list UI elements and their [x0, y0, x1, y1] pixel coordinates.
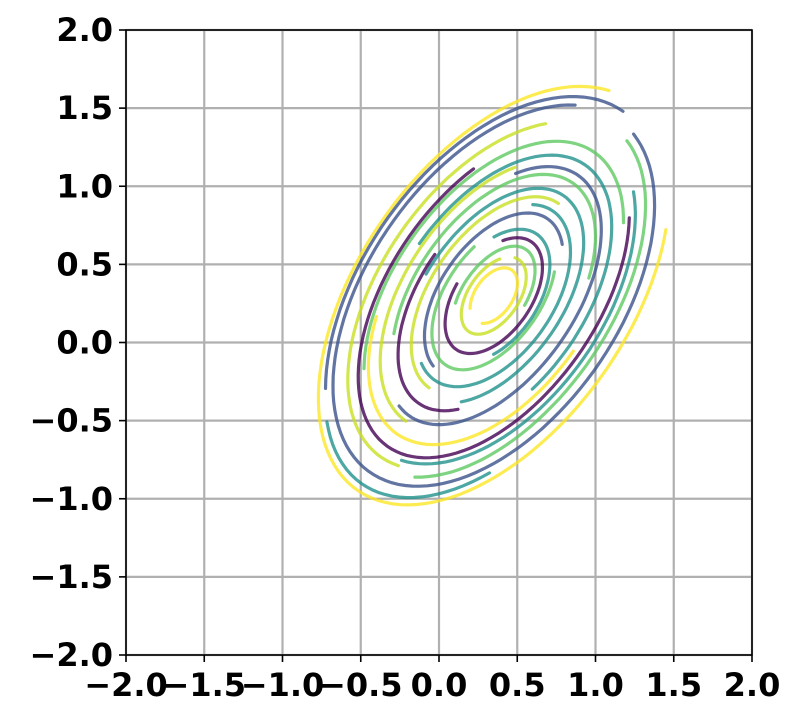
trajectory-line	[492, 227, 552, 356]
trajectory-line	[397, 164, 603, 427]
trajectory-line	[356, 167, 631, 460]
x-tick-label: 2.0	[724, 666, 781, 704]
trajectory-line	[424, 186, 586, 404]
trajectory-line	[323, 94, 625, 390]
trajectory-line	[399, 190, 638, 466]
x-tick-label: 0.5	[489, 666, 546, 704]
y-tick-label: 1.0	[56, 167, 113, 205]
trajectory-line	[413, 139, 648, 479]
grid	[124, 28, 754, 657]
trajectory-line	[468, 266, 520, 325]
y-tick-label: 1.5	[56, 89, 113, 127]
y-tick-label: 0.0	[56, 324, 113, 362]
trajectory-line	[316, 84, 668, 507]
trajectory-line	[331, 103, 657, 488]
x-tick-label: −2.0	[84, 666, 168, 704]
trajectory-series	[316, 84, 668, 507]
trajectory-line	[409, 195, 561, 390]
trajectory-line	[430, 245, 557, 372]
trajectory-line	[459, 256, 528, 336]
trajectory-line	[396, 252, 460, 413]
x-tick-label: −1.5	[163, 666, 247, 704]
trajectory-line	[346, 122, 548, 468]
trajectory-line	[325, 420, 492, 500]
x-tick-label: −0.5	[319, 666, 403, 704]
trajectory-line	[419, 203, 573, 389]
y-tick-label: −1.0	[30, 480, 114, 518]
y-tick-label: −0.5	[30, 402, 114, 440]
x-tick-label: 0.0	[411, 666, 468, 704]
y-tick-label: −1.5	[30, 558, 114, 596]
trajectory-line	[443, 236, 545, 356]
trajectory-line	[366, 315, 575, 447]
y-tick-label: 2.0	[56, 11, 113, 49]
trajectory-line	[422, 211, 564, 368]
x-tick-label: 1.5	[645, 666, 702, 704]
x-tick-label: 1.0	[567, 666, 624, 704]
x-tick-label: −1.0	[241, 666, 325, 704]
trajectory-line	[362, 139, 626, 371]
axis-ticks: −2.0−1.5−1.0−0.5 0.0 0.5 1.0 1.5 2.02.01.51.0…	[30, 11, 781, 704]
trajectory-line	[392, 172, 598, 336]
trajectory-line	[417, 153, 614, 391]
trajectory-line	[453, 244, 537, 307]
y-tick-label: −2.0	[30, 636, 114, 674]
y-tick-label: 0.5	[56, 245, 113, 283]
trajectory-line	[378, 165, 517, 423]
